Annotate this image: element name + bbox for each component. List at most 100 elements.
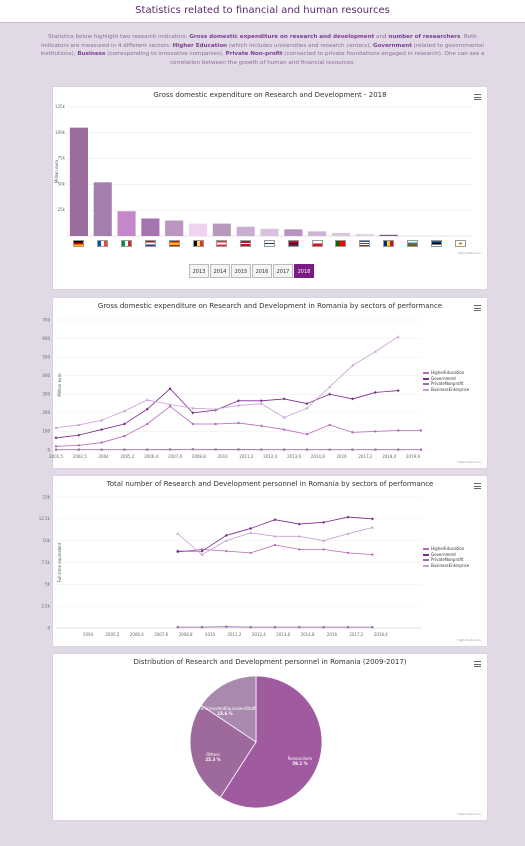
intro-text: (related to governmental institutions), [40, 42, 484, 58]
slice-value-label: 25.3 % [205, 757, 220, 762]
bar-chart-panel: Gross domestic expenditure on Research a… [53, 87, 487, 289]
personnel-chart-title: Total number of Research and Development… [106, 480, 434, 488]
credits-link[interactable]: Highcharts.com [457, 638, 481, 642]
bar-france [93, 182, 112, 236]
x-tick-label: 2017,2 [358, 454, 372, 459]
bar-netherlands [141, 218, 160, 236]
flag-spain-icon [168, 240, 180, 247]
data-point-businessenterprise [237, 403, 240, 407]
x-tick-label: 2006,4 [144, 454, 158, 459]
year-button-2017[interactable]: 2017 [273, 264, 293, 278]
data-point-government [370, 517, 374, 521]
data-point-businessenterprise [259, 401, 263, 405]
y-tick-label: 10k [43, 538, 51, 543]
data-point-highereducation [146, 422, 149, 426]
y-tick-label: 0 [47, 447, 50, 452]
data-point-highereducation [200, 548, 204, 551]
x-tick-label: 2007,6 [154, 632, 168, 637]
data-point-businessenterprise [168, 402, 172, 406]
legend-item-privatenonprofit[interactable]: PrivateNonprofit [423, 557, 469, 563]
data-point-privatenonprofit [260, 448, 263, 451]
bar-germany [69, 127, 88, 236]
legend-item-businessenterprise[interactable]: BusinessEnterprise [423, 563, 469, 569]
legend-label: HigherEducation [431, 546, 465, 551]
year-button-2013[interactable]: 2013 [189, 264, 209, 278]
y-tick-label: 700 [42, 317, 50, 322]
legend-marker-icon [423, 377, 429, 380]
chart-menu-icon[interactable] [474, 483, 481, 489]
expenditure-line-svg: 0 100 200 300 400 500 600 700 Million euro 2001,5… [42, 317, 423, 459]
data-point-highereducation [298, 548, 301, 551]
expenditure-chart-title: Gross domestic expenditure on Research a… [97, 302, 443, 310]
data-point-highereducation [346, 551, 350, 555]
data-point-businessenterprise [214, 407, 218, 411]
data-point-privatenonprofit [191, 448, 194, 451]
legend-label: PrivateNonprofit [431, 381, 464, 386]
legend-label: PrivateNonprofit [431, 557, 464, 562]
y-tick-label: 15k [43, 494, 51, 499]
data-point-government [322, 520, 326, 524]
intro-bold: Gross domestic expenditure on research a… [189, 34, 375, 40]
legend-item-government[interactable]: Government [423, 552, 469, 558]
data-point-government [191, 411, 195, 415]
data-point-privatenonprofit [419, 448, 423, 451]
credits-link[interactable]: Highcharts.com [457, 460, 481, 464]
x-tick-label: 2013,6 [287, 454, 301, 459]
data-point-businessenterprise [373, 349, 377, 353]
data-point-privatenonprofit [54, 448, 58, 451]
data-point-privatenonprofit [225, 625, 228, 628]
credits-link[interactable]: Highcharts.com [457, 251, 481, 255]
intro-text: (which includes universities and researc… [227, 42, 373, 49]
bar-czechia [308, 231, 327, 236]
flag-czechia-icon [311, 240, 323, 247]
data-point-highereducation [260, 424, 263, 428]
data-point-businessenterprise [145, 398, 149, 401]
credits-link[interactable]: Highcharts.com [457, 812, 481, 816]
year-button-2014[interactable]: 2014 [210, 264, 230, 278]
chart-menu-icon[interactable] [474, 305, 481, 311]
data-point-government [346, 515, 350, 519]
pie-slice-techniciansandequivalentstaff [200, 675, 257, 743]
flag-france-icon [97, 240, 109, 247]
data-point-highereducation [305, 433, 309, 436]
year-button-2018[interactable]: 2018 [294, 264, 314, 278]
data-point-businessenterprise [346, 532, 350, 535]
year-button-2016[interactable]: 2016 [252, 264, 272, 278]
x-tick-label: 2016 [327, 632, 338, 637]
slice-value-label: 59.1 % [292, 761, 307, 766]
slice-name-label: Others [206, 752, 219, 757]
bar-chart-svg: 25k 50k 75k 100k 125k Million euro [54, 104, 472, 237]
data-point-privatenonprofit [146, 448, 149, 451]
flag-estonia-icon [430, 240, 442, 247]
flag-romania-icon [383, 240, 395, 247]
y-tick-label: 400 [42, 373, 50, 378]
legend-item-businessenterprise[interactable]: BusinessEnterprise [423, 387, 469, 393]
legend-item-highereducation[interactable]: HigherEducation [423, 370, 469, 376]
intro-text: (corresponding to innovative companies), [105, 51, 226, 58]
expenditure-legend: HigherEducation Government PrivateNonprofi… [423, 370, 469, 392]
year-button-2015[interactable]: 2015 [231, 264, 251, 278]
legend-label: Government [431, 551, 456, 557]
y-tick-label: 100k [55, 130, 66, 135]
data-point-businessenterprise [249, 531, 253, 534]
chart-menu-icon[interactable] [474, 661, 481, 667]
series-line-businessenterprise [55, 336, 399, 429]
data-point-businessenterprise [77, 423, 81, 427]
legend-item-government[interactable]: Government [423, 376, 469, 382]
legend-label: BusinessEnterprise [431, 386, 470, 392]
x-tick-label: 2007,6 [168, 454, 182, 459]
data-point-highereducation [273, 543, 277, 547]
y-tick-label: 300 [42, 392, 50, 397]
legend-label: Government [431, 375, 456, 381]
legend-item-highereducation[interactable]: HigherEducation [423, 546, 469, 552]
y-tick-label: 12.5k [39, 516, 51, 521]
x-tick-label: 2012,4 [263, 454, 277, 459]
bar-portugal [331, 232, 351, 236]
bar-bulgaria [403, 235, 422, 237]
legend-item-privatenonprofit[interactable]: PrivateNonprofit [423, 381, 469, 387]
data-point-government [224, 533, 228, 537]
data-point-government [351, 397, 355, 401]
chart-menu-icon[interactable] [474, 94, 481, 100]
data-point-businessenterprise [200, 553, 204, 556]
